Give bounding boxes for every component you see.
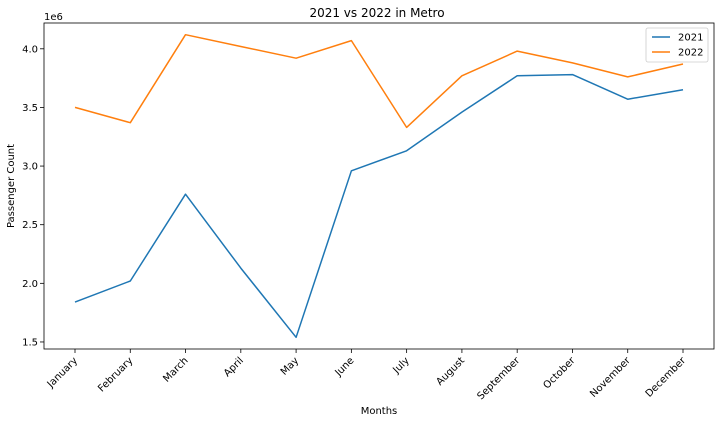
x-tick-label: October bbox=[541, 355, 578, 392]
x-tick-label: February bbox=[96, 355, 135, 394]
y-axis-label: Passenger Count bbox=[6, 144, 17, 228]
y-offset-label: 1e6 bbox=[44, 12, 63, 23]
y-tick-label: 3.0 bbox=[22, 162, 38, 173]
x-tick-label: December bbox=[644, 355, 689, 400]
y-tick-label: 2.0 bbox=[22, 279, 38, 290]
y-tick-label: 4.0 bbox=[22, 44, 38, 55]
x-tick-label: September bbox=[475, 355, 522, 402]
series-line-2021 bbox=[74, 73, 684, 339]
y-axis-ticks: 1.5 2.0 2.5 3.0 3.5 4.0 bbox=[22, 44, 44, 348]
y-tick-label: 2.5 bbox=[22, 220, 38, 231]
legend-label-2021: 2021 bbox=[678, 33, 703, 44]
x-axis-label: Months bbox=[361, 406, 398, 417]
chart-title: 2021 vs 2022 in Metro bbox=[309, 6, 444, 20]
legend-label-2022: 2022 bbox=[678, 48, 703, 59]
x-tick-label: August bbox=[435, 355, 468, 388]
y-tick-label: 1.5 bbox=[22, 337, 38, 348]
x-tick-label: May bbox=[279, 355, 301, 377]
x-tick-label: April bbox=[222, 355, 246, 379]
x-tick-label: June bbox=[333, 355, 357, 379]
y-tick-label: 3.5 bbox=[22, 103, 38, 114]
legend: 2021 2022 bbox=[645, 27, 709, 63]
x-axis-ticks: January February March April May June July Augu… bbox=[45, 349, 689, 402]
x-tick-label: July bbox=[391, 355, 412, 376]
series-line-2022 bbox=[74, 33, 684, 129]
x-tick-label: November bbox=[588, 355, 633, 400]
series-lines bbox=[74, 33, 684, 339]
plot-frame bbox=[43, 22, 715, 350]
x-tick-label: March bbox=[161, 355, 190, 384]
x-tick-label: January bbox=[45, 355, 80, 390]
